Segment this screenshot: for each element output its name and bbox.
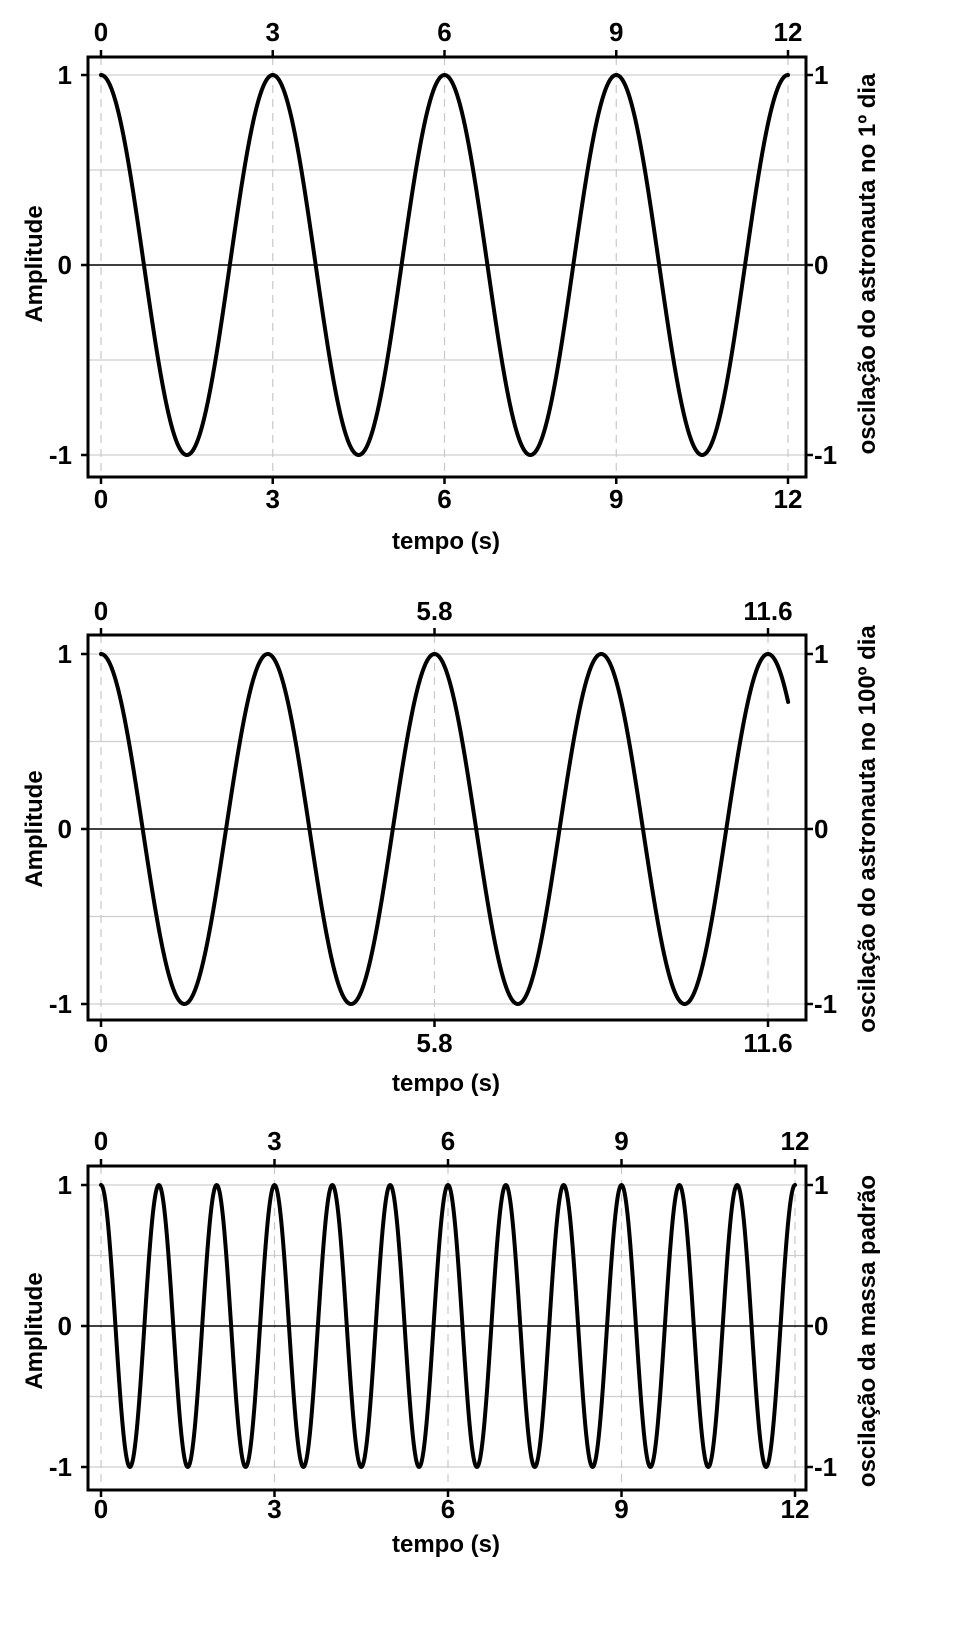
x-tick-label-bottom: 9 bbox=[614, 1494, 628, 1524]
x-tick-label-top: 9 bbox=[614, 1126, 628, 1156]
y2-axis-title: oscilação do astronauta no 100º dia bbox=[854, 625, 881, 1033]
x-tick-label-top: 3 bbox=[267, 1126, 281, 1156]
x-tick-label-top: 12 bbox=[781, 1126, 810, 1156]
y-axis-title: Amplitude bbox=[21, 770, 48, 887]
y-tick-label-left: 1 bbox=[58, 1170, 72, 1200]
x-tick-label-bottom: 0 bbox=[94, 484, 108, 514]
y-tick-label-left: -1 bbox=[49, 440, 72, 470]
x-tick-label-top: 0 bbox=[94, 17, 108, 47]
x-tick-label-bottom: 11.6 bbox=[743, 1028, 792, 1058]
y-tick-label-right: -1 bbox=[814, 440, 837, 470]
y-tick-label-right: -1 bbox=[814, 989, 837, 1019]
oscillation-series-line bbox=[99, 1183, 797, 1469]
plot-frame bbox=[86, 1164, 808, 1492]
x-axis-title: tempo (s) bbox=[392, 528, 500, 555]
x-axis-title: tempo (s) bbox=[392, 1070, 500, 1097]
y-axis-title: Amplitude bbox=[21, 1272, 48, 1389]
y2-axis-title: oscilação do astronauta no 1º dia bbox=[854, 73, 881, 455]
x-tick-label-top: 6 bbox=[437, 17, 451, 47]
y-tick-label-right: 0 bbox=[814, 814, 828, 844]
plot-frame bbox=[86, 633, 808, 1022]
y-tick-label-right: 1 bbox=[814, 639, 828, 669]
x-tick-label-top: 0 bbox=[94, 596, 108, 626]
y-tick-label-left: 1 bbox=[58, 639, 72, 669]
y-tick-label-left: -1 bbox=[49, 989, 72, 1019]
y-tick-label-right: -1 bbox=[814, 1452, 837, 1482]
x-tick-label-top: 11.6 bbox=[743, 596, 792, 626]
y-tick-label-right: 1 bbox=[814, 1170, 828, 1200]
x-tick-label-bottom: 3 bbox=[266, 484, 280, 514]
x-tick-label-top: 5.8 bbox=[416, 596, 452, 626]
y-tick-label-left: 0 bbox=[58, 814, 72, 844]
y-tick-label-left: -1 bbox=[49, 1452, 72, 1482]
x-tick-label-top: 3 bbox=[266, 17, 280, 47]
y2-axis-title: oscilação da massa padrão bbox=[854, 1175, 881, 1487]
x-tick-label-bottom: 0 bbox=[94, 1028, 108, 1058]
y-tick-label-left: 0 bbox=[58, 250, 72, 280]
x-tick-label-bottom: 6 bbox=[441, 1494, 455, 1524]
plot-frame bbox=[86, 55, 808, 479]
x-tick-label-bottom: 3 bbox=[267, 1494, 281, 1524]
x-axis-title: tempo (s) bbox=[392, 1531, 500, 1558]
x-tick-label-bottom: 12 bbox=[781, 1494, 810, 1524]
x-tick-label-top: 12 bbox=[774, 17, 803, 47]
x-tick-label-bottom: 0 bbox=[94, 1494, 108, 1524]
x-tick-label-bottom: 5.8 bbox=[416, 1028, 452, 1058]
oscillation-series-line bbox=[99, 652, 791, 1006]
y-tick-label-right: 1 bbox=[814, 60, 828, 90]
y-tick-label-right: 0 bbox=[814, 1311, 828, 1341]
x-tick-label-top: 6 bbox=[441, 1126, 455, 1156]
x-tick-label-top: 9 bbox=[609, 17, 623, 47]
x-tick-label-bottom: 12 bbox=[774, 484, 803, 514]
y-tick-label-left: 0 bbox=[58, 1311, 72, 1341]
y-axis-title: Amplitude bbox=[21, 205, 48, 322]
oscillation-series-line bbox=[99, 73, 790, 457]
x-tick-label-bottom: 9 bbox=[609, 484, 623, 514]
x-tick-label-bottom: 6 bbox=[437, 484, 451, 514]
x-tick-label-top: 0 bbox=[94, 1126, 108, 1156]
y-tick-label-right: 0 bbox=[814, 250, 828, 280]
y-tick-label-left: 1 bbox=[58, 60, 72, 90]
